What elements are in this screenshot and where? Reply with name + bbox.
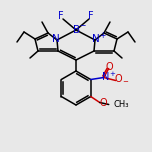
Text: −: − [122, 79, 128, 85]
Text: +: + [109, 71, 115, 76]
Text: +: + [99, 31, 105, 40]
Text: −: − [79, 21, 85, 31]
Text: O: O [100, 98, 107, 109]
Text: O: O [115, 74, 123, 85]
Text: N: N [92, 34, 100, 44]
Text: CH₃: CH₃ [114, 100, 129, 109]
Text: F: F [58, 11, 64, 21]
Text: N: N [102, 71, 109, 81]
Text: N: N [52, 34, 60, 44]
Text: B: B [73, 25, 81, 35]
Text: F: F [88, 11, 94, 21]
Text: O: O [106, 62, 114, 71]
